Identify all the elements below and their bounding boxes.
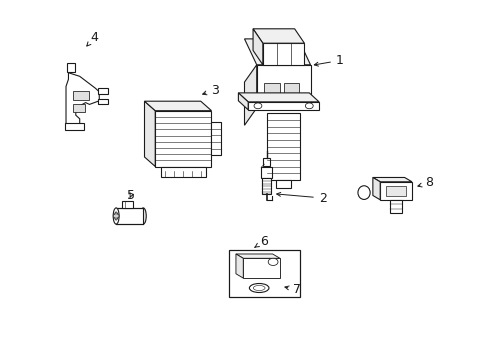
Polygon shape — [236, 254, 279, 258]
Polygon shape — [244, 39, 310, 65]
Circle shape — [305, 103, 312, 109]
Bar — [262, 158, 270, 166]
Ellipse shape — [113, 208, 119, 224]
Polygon shape — [66, 73, 99, 126]
Bar — [155, 111, 211, 166]
Bar — [261, 167, 271, 178]
Polygon shape — [372, 177, 380, 200]
Ellipse shape — [253, 285, 264, 291]
Bar — [67, 63, 75, 72]
Polygon shape — [253, 29, 304, 43]
Polygon shape — [144, 101, 211, 111]
Bar — [263, 43, 304, 65]
Bar — [283, 83, 299, 97]
Bar — [262, 178, 270, 194]
Ellipse shape — [140, 208, 146, 224]
Polygon shape — [372, 177, 411, 182]
Bar — [380, 182, 411, 200]
Bar — [256, 65, 310, 108]
Bar — [389, 200, 402, 213]
Circle shape — [253, 103, 261, 109]
Bar — [161, 166, 205, 177]
Text: 6: 6 — [254, 235, 267, 248]
Circle shape — [113, 214, 119, 218]
Bar — [385, 186, 406, 196]
Polygon shape — [73, 104, 84, 112]
Polygon shape — [236, 254, 243, 278]
Bar — [243, 258, 279, 278]
Polygon shape — [73, 91, 89, 100]
Polygon shape — [144, 101, 155, 166]
Polygon shape — [253, 29, 263, 65]
Ellipse shape — [249, 284, 268, 292]
Text: 5: 5 — [127, 189, 135, 202]
Bar — [275, 180, 291, 188]
Polygon shape — [244, 65, 256, 125]
Bar — [247, 102, 319, 110]
Bar — [122, 201, 132, 208]
Bar — [228, 250, 299, 297]
Text: 4: 4 — [87, 31, 98, 46]
Ellipse shape — [114, 212, 118, 220]
Bar — [65, 123, 83, 130]
Polygon shape — [116, 208, 143, 224]
Polygon shape — [238, 93, 247, 110]
Text: 7: 7 — [285, 283, 301, 296]
Bar — [264, 83, 279, 97]
Bar — [211, 122, 221, 156]
Ellipse shape — [357, 186, 369, 199]
Text: 8: 8 — [417, 176, 432, 189]
Circle shape — [268, 258, 277, 266]
Text: 3: 3 — [202, 84, 219, 96]
Bar — [98, 99, 107, 104]
Bar — [98, 88, 107, 94]
Polygon shape — [238, 93, 318, 102]
Bar — [266, 113, 299, 180]
Text: 2: 2 — [276, 192, 326, 204]
Text: 1: 1 — [314, 54, 343, 67]
